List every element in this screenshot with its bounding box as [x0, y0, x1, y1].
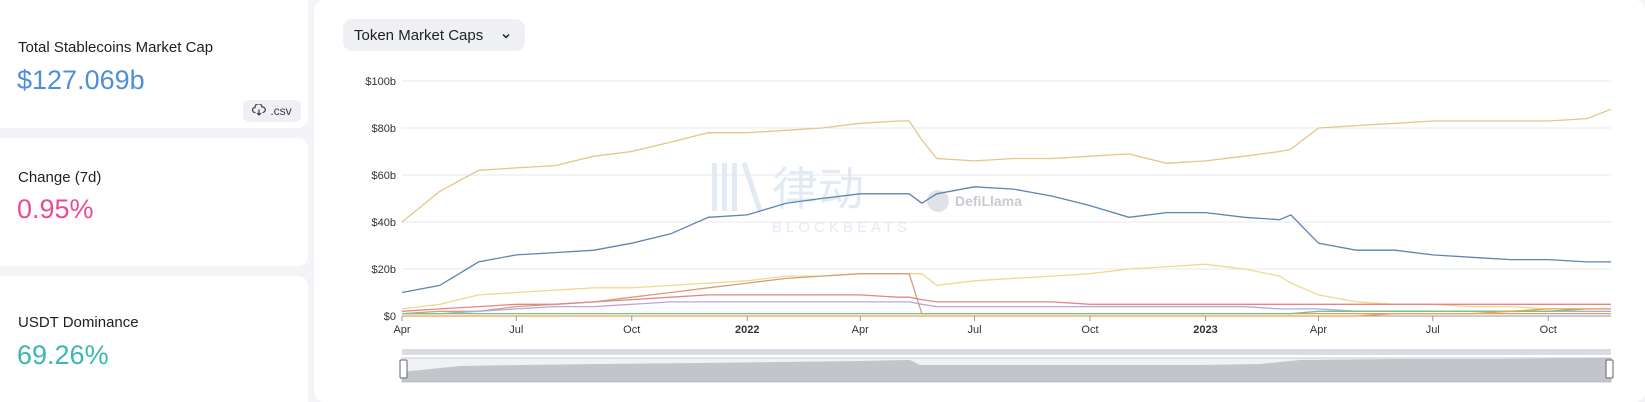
- series-line-8: [402, 308, 1611, 317]
- series-line-1: [401, 108, 1612, 223]
- blockbeats-logo-text: 律动: [772, 163, 864, 215]
- market-cap-value: $127.069b: [17, 65, 145, 95]
- y-tick-label: $60b: [372, 170, 396, 182]
- market-cap-card: Total Stablecoins Market Cap $127.069b: [0, 0, 308, 128]
- x-tick-label: Apr: [852, 324, 869, 336]
- dominance-card: USDT Dominance 69.26%: [0, 276, 308, 402]
- defillama-watermark: DefiLlama: [927, 190, 1022, 212]
- x-tick-label: 2022: [735, 324, 759, 336]
- series-line-7: [402, 308, 1611, 315]
- y-tick-label: $100b: [365, 76, 396, 88]
- dominance-label: USDT Dominance: [18, 314, 139, 331]
- chevron-down-icon: [501, 27, 511, 44]
- y-tick-label: $80b: [372, 123, 396, 135]
- series-line-2: [401, 186, 1611, 294]
- cloud-download-icon: [252, 102, 267, 119]
- chart-card: [314, 0, 1645, 402]
- defillama-watermark-text: DefiLlama: [955, 193, 1022, 209]
- dominance-value: 69.26%: [17, 340, 109, 370]
- range-slider[interactable]: [399, 349, 1614, 383]
- y-tick-label: $40b: [372, 217, 396, 229]
- change-card: Change (7d) 0.95%: [0, 138, 308, 266]
- blockbeats-watermark: 律动 BLOCKBEATS: [712, 162, 911, 236]
- csv-download-button[interactable]: .csv: [243, 100, 301, 122]
- csv-label: .csv: [270, 104, 292, 118]
- slider-handle-left[interactable]: [399, 359, 408, 379]
- market-cap-label: Total Stablecoins Market Cap: [18, 39, 214, 56]
- change-label: Change (7d): [18, 169, 102, 186]
- change-value: 0.95%: [17, 194, 94, 224]
- x-tick-label: Apr: [1310, 324, 1327, 336]
- blockbeats-subtext: BLOCKBEATS: [772, 219, 911, 236]
- series-line-4: [401, 273, 1611, 315]
- y-tick-label: $0: [384, 311, 396, 323]
- slider-handle-right[interactable]: [1605, 359, 1614, 379]
- slider-preview-area: [402, 358, 1611, 382]
- token-market-caps-dropdown[interactable]: Token Market Caps: [343, 19, 525, 51]
- y-tick-label: $20b: [372, 264, 396, 276]
- dropdown-label: Token Market Caps: [354, 26, 484, 44]
- x-tick-label: Jul: [509, 324, 523, 336]
- x-tick-label: 2023: [1193, 324, 1217, 336]
- x-tick-label: Apr: [393, 324, 410, 336]
- x-tick-label: Jul: [967, 324, 981, 336]
- x-tick-label: Oct: [623, 324, 640, 336]
- x-tick-label: Jul: [1426, 324, 1440, 336]
- x-tick-label: Oct: [1540, 324, 1557, 336]
- series-line-5: [401, 294, 1611, 312]
- x-tick-label: Oct: [1081, 324, 1098, 336]
